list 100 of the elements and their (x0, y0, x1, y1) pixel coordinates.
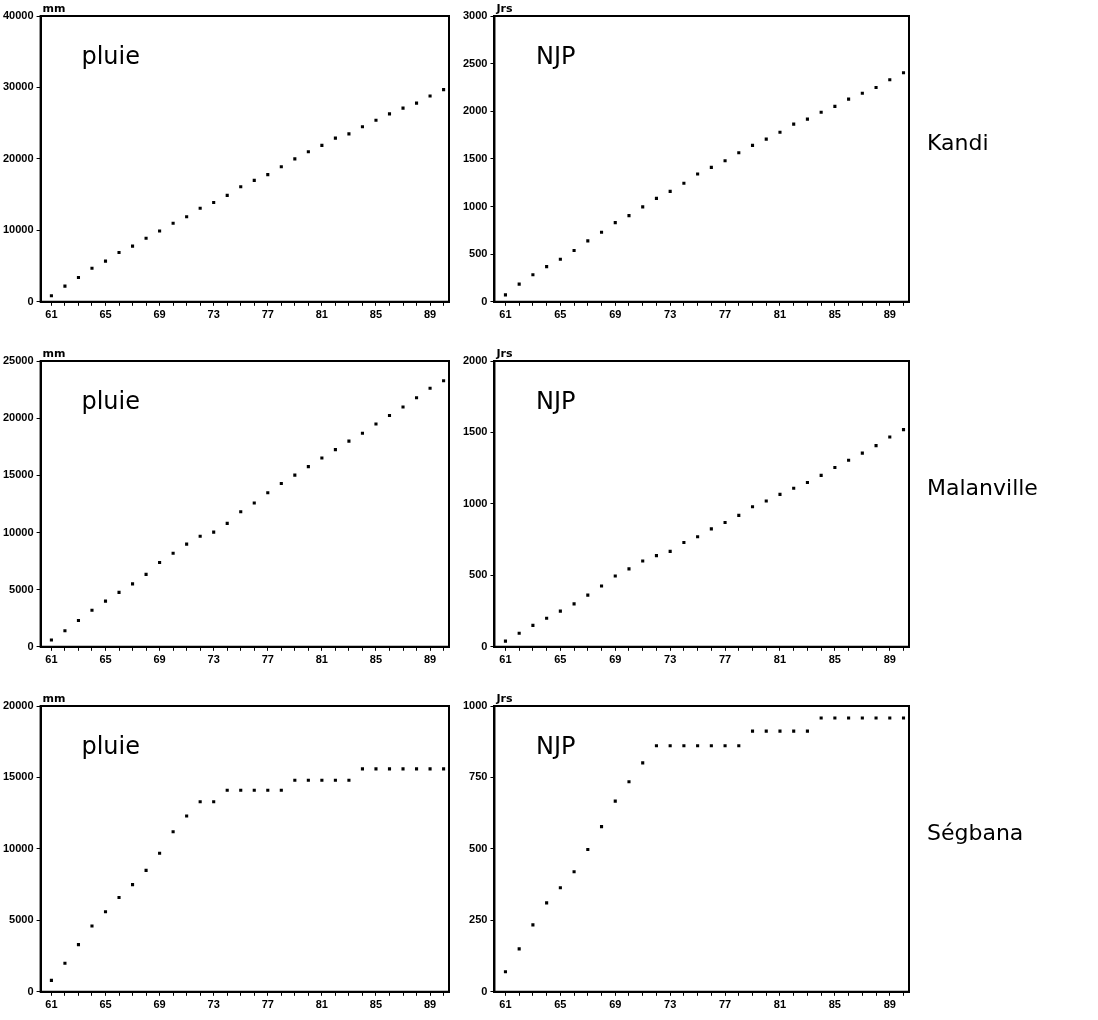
x-tick-label: 89 (883, 308, 896, 321)
point (360, 125, 365, 129)
y-tick-label: 1000 (462, 496, 488, 509)
text: pluie (81, 42, 140, 71)
x-tick-label: 77 (261, 998, 274, 1011)
point (901, 71, 906, 75)
x-tick-label: 73 (207, 653, 220, 666)
point (279, 482, 283, 486)
point (320, 143, 324, 147)
point (158, 851, 162, 855)
point (347, 132, 351, 136)
point (252, 501, 256, 505)
y-tick-label: 0 (481, 984, 488, 997)
y-tick-label: 15000 (2, 468, 34, 481)
x-tick-label: 73 (207, 308, 220, 321)
point (545, 616, 549, 620)
point (517, 282, 521, 286)
point (103, 259, 108, 263)
point (737, 513, 741, 517)
point (320, 778, 324, 782)
point (239, 185, 243, 189)
y-axis-title: mm (42, 2, 66, 16)
point (654, 744, 658, 748)
point (778, 130, 782, 134)
point (847, 458, 851, 462)
point (586, 847, 590, 852)
y-tick-label: 2500 (462, 56, 488, 69)
x-tick-label: 81 (773, 308, 787, 321)
x-tick-label: 77 (261, 308, 274, 321)
point (723, 159, 727, 163)
y-axis-title: mm (42, 347, 66, 361)
y-axis-title: Jrs (495, 692, 513, 706)
point (750, 729, 755, 733)
point (49, 978, 53, 982)
point (668, 744, 672, 748)
point (503, 970, 508, 974)
x-tick-label: 89 (423, 998, 437, 1011)
y-tick-label: 10000 (2, 841, 34, 854)
point (293, 778, 297, 782)
point (442, 379, 446, 383)
point (103, 910, 108, 914)
point (572, 870, 576, 874)
point (696, 535, 700, 539)
y-tick-label: 25000 (2, 354, 34, 367)
point (442, 767, 446, 771)
point (778, 729, 782, 733)
x-tick-label: 69 (609, 653, 622, 666)
point (333, 136, 337, 140)
x-tick-label: 61 (45, 653, 58, 666)
x-tick-label: 73 (664, 308, 677, 321)
point (833, 104, 837, 108)
x-tick-label: 69 (609, 308, 622, 321)
x-tick-label: 65 (99, 998, 112, 1011)
point (117, 250, 121, 255)
point (387, 767, 392, 771)
point (531, 273, 535, 277)
point (860, 451, 864, 455)
x-tick-label: 65 (554, 998, 567, 1011)
point (374, 118, 378, 122)
x-tick-label: 61 (499, 653, 512, 666)
point (668, 549, 672, 553)
y-tick-label: 5000 (9, 582, 34, 595)
x-tick-label: 77 (718, 653, 732, 666)
point (401, 767, 405, 771)
x-tick-label: 81 (773, 653, 787, 666)
y-tick-label: 0 (481, 294, 488, 307)
point (158, 560, 162, 564)
y-tick-label: 5000 (9, 913, 34, 926)
point (792, 486, 796, 490)
point (737, 151, 741, 155)
point (503, 639, 508, 643)
point (737, 744, 741, 748)
y-tick-label: 250 (469, 913, 488, 926)
x-tick-label: 65 (99, 308, 112, 321)
x-tick-label: 61 (45, 308, 58, 321)
point (613, 221, 617, 225)
y-tick-label: 750 (469, 770, 488, 783)
point (819, 110, 823, 114)
point (778, 492, 782, 496)
point (347, 778, 351, 782)
point (558, 257, 562, 261)
point (709, 744, 713, 748)
point (171, 551, 175, 555)
point (860, 91, 864, 95)
point (668, 189, 672, 193)
text: Kandi (927, 130, 989, 155)
point (805, 117, 809, 121)
x-tick-label: 89 (423, 308, 437, 321)
point (682, 540, 686, 545)
text: Ségbana (927, 820, 1024, 845)
point (531, 623, 535, 627)
point (90, 266, 94, 270)
y-tick-label: 10000 (2, 223, 34, 236)
point (49, 294, 53, 298)
point (130, 582, 135, 586)
x-tick-label: 85 (828, 998, 841, 1011)
point (198, 800, 202, 804)
point (171, 830, 175, 834)
point (306, 150, 310, 154)
point (117, 895, 121, 900)
